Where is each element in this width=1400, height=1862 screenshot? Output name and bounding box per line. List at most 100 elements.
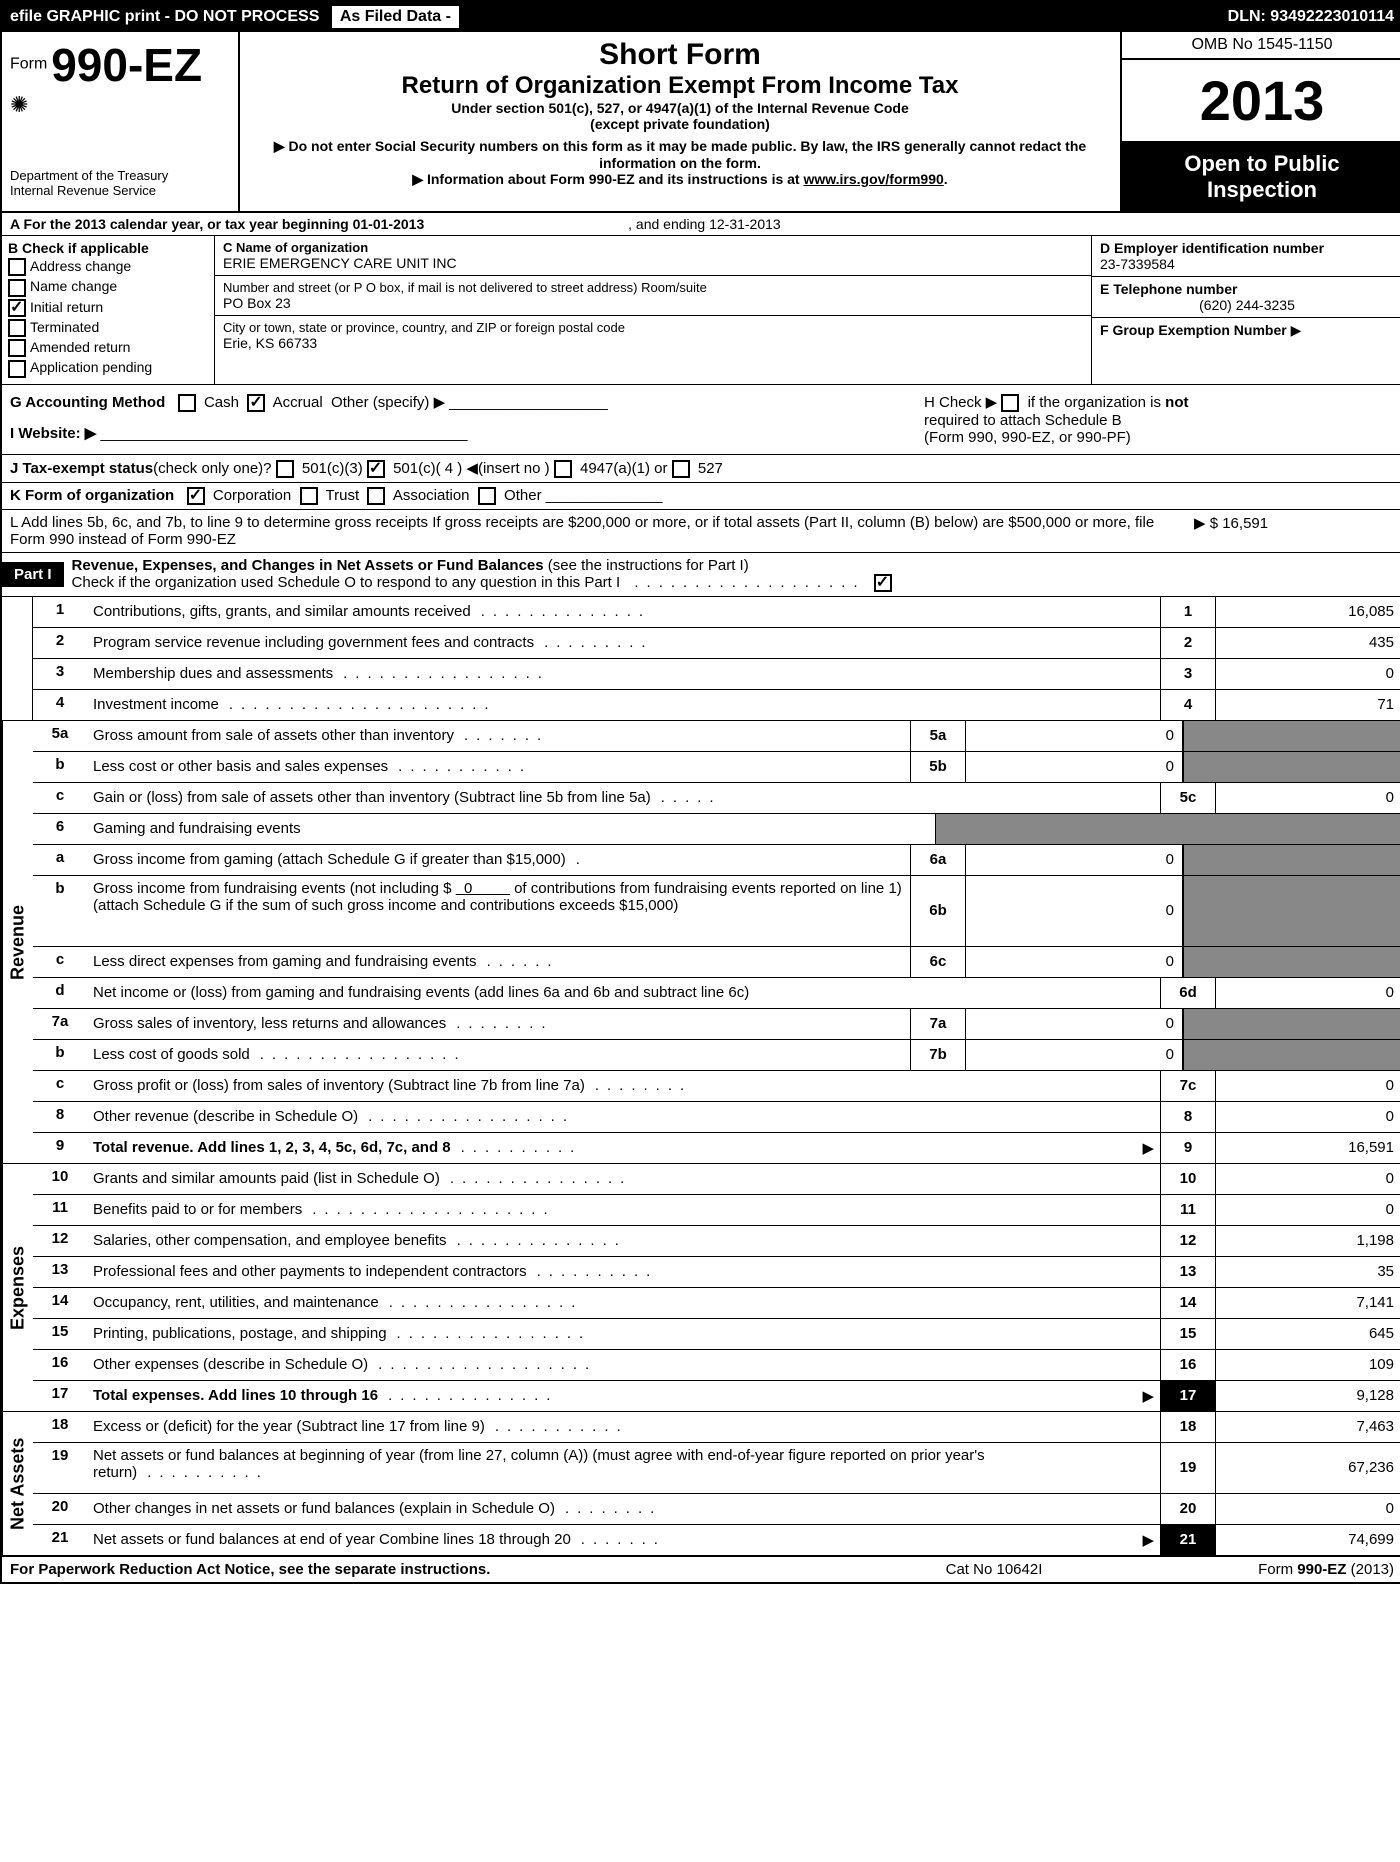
- group-arrow: ▶: [1291, 322, 1302, 338]
- topbar-left: efile GRAPHIC print - DO NOT PROCESS As …: [10, 6, 1228, 28]
- part1-header: Part I Revenue, Expenses, and Changes in…: [2, 553, 1400, 597]
- netassets-side-label: Net Assets: [2, 1412, 33, 1555]
- val-14: 7,141: [1216, 1288, 1400, 1318]
- form-container: efile GRAPHIC print - DO NOT PROCESS As …: [0, 0, 1400, 1584]
- except-text: (except private foundation): [248, 116, 1112, 132]
- org-street: PO Box 23: [223, 295, 1083, 311]
- street-label: Number and street (or P O box, if mail i…: [223, 280, 1083, 295]
- revenue-section: 1Contributions, gifts, grants, and simil…: [2, 597, 1400, 721]
- checkbox-501c3[interactable]: [276, 460, 294, 478]
- expenses-section: Expenses 10Grants and similar amounts pa…: [2, 1164, 1400, 1412]
- footer: For Paperwork Reduction Act Notice, see …: [2, 1557, 1400, 1582]
- header-row: Form 990-EZ ✺ Department of the Treasury…: [2, 32, 1400, 213]
- form-number: 990-EZ: [51, 38, 202, 92]
- org-city: Erie, KS 66733: [223, 335, 1083, 351]
- revenue-section-2: Revenue 5aGross amount from sale of asse…: [2, 721, 1400, 1164]
- footer-right: Form 990-EZ (2013): [1144, 1561, 1394, 1578]
- short-form-title: Short Form: [248, 38, 1112, 72]
- part1-check: Check if the organization used Schedule …: [72, 574, 621, 591]
- val-10: 0: [1216, 1164, 1400, 1194]
- checkbox-terminated[interactable]: [8, 319, 26, 337]
- dln-text: DLN: 93492223010114: [1228, 8, 1394, 26]
- checkbox-amended[interactable]: [8, 339, 26, 357]
- as-filed-box: As Filed Data -: [332, 6, 459, 28]
- checkbox-assoc[interactable]: [367, 487, 385, 505]
- val-11: 0: [1216, 1195, 1400, 1225]
- checkbox-501c[interactable]: [367, 460, 385, 478]
- val-21: 74,699: [1216, 1525, 1400, 1555]
- h-text2: required to attach Schedule B: [924, 412, 1122, 429]
- h-text3: (Form 990, 990-EZ, or 990-PF): [924, 429, 1131, 446]
- val-9: 16,591: [1216, 1133, 1400, 1163]
- footer-left: For Paperwork Reduction Act Notice, see …: [10, 1561, 844, 1578]
- val-7c: 0: [1216, 1071, 1400, 1101]
- val-15: 645: [1216, 1319, 1400, 1349]
- ein-value: 23-7339584: [1100, 256, 1394, 272]
- val-3: 0: [1216, 659, 1400, 689]
- g-label: G Accounting Method: [10, 394, 165, 411]
- col-def: D Employer identification number 23-7339…: [1091, 236, 1400, 384]
- checkbox-corp[interactable]: [187, 487, 205, 505]
- name-label: C Name of organization: [223, 240, 368, 255]
- part1-title: Revenue, Expenses, and Changes in Net As…: [72, 557, 544, 574]
- treasury-text: Department of the Treasury: [10, 168, 230, 183]
- return-title: Return of Organization Exempt From Incom…: [248, 72, 1112, 100]
- checkbox-other[interactable]: [478, 487, 496, 505]
- val-12: 1,198: [1216, 1226, 1400, 1256]
- row-a-label: A For the 2013 calendar year, or tax yea…: [10, 216, 424, 232]
- val-20: 0: [1216, 1494, 1400, 1524]
- g-col: G Accounting Method Cash Accrual Other (…: [2, 385, 916, 454]
- revenue-side-label: Revenue: [2, 721, 33, 1163]
- open-text2: Inspection: [1126, 177, 1398, 203]
- k-row: K Form of organization Corporation Trust…: [2, 483, 1400, 510]
- omb-number: OMB No 1545-1150: [1122, 32, 1400, 60]
- row-a: A For the 2013 calendar year, or tax yea…: [2, 213, 1400, 236]
- footer-center: Cat No 10642I: [844, 1561, 1144, 1578]
- tel-value: (620) 244-3235: [1100, 297, 1394, 313]
- j-label: J Tax-exempt status: [10, 460, 153, 477]
- val-6d: 0: [1216, 978, 1400, 1008]
- val-1: 16,085: [1216, 597, 1400, 627]
- val-17: 9,128: [1216, 1381, 1400, 1411]
- irs-url[interactable]: www.irs.gov/form990: [803, 171, 943, 187]
- l-row: L Add lines 5b, 6c, and 7b, to line 9 to…: [2, 510, 1400, 553]
- tax-year: 2013: [1122, 60, 1400, 143]
- group-label: F Group Exemption Number: [1100, 322, 1287, 338]
- checkbox-trust[interactable]: [300, 487, 318, 505]
- header-left: Form 990-EZ ✺ Department of the Treasury…: [2, 32, 240, 211]
- checkbox-address[interactable]: [8, 258, 26, 276]
- checkbox-527[interactable]: [672, 460, 690, 478]
- section-bc: B Check if applicable Address change Nam…: [2, 236, 1400, 385]
- val-2: 435: [1216, 628, 1400, 658]
- col-b-label: B Check if applicable: [8, 240, 149, 256]
- row-a-ending: , and ending 12-31-2013: [628, 216, 781, 232]
- efile-text: efile GRAPHIC print - DO NOT PROCESS: [10, 8, 319, 25]
- val-13: 35: [1216, 1257, 1400, 1287]
- val-16: 109: [1216, 1350, 1400, 1380]
- k-label: K Form of organization: [10, 487, 174, 504]
- checkbox-4947[interactable]: [554, 460, 572, 478]
- expenses-side-label: Expenses: [2, 1164, 33, 1411]
- val-5c: 0: [1216, 783, 1400, 813]
- info-about: ▶ Information about Form 990-EZ and its …: [248, 171, 1112, 188]
- city-label: City or town, state or province, country…: [223, 320, 1083, 335]
- checkbox-accrual[interactable]: [247, 394, 265, 412]
- col-b: B Check if applicable Address change Nam…: [2, 236, 215, 384]
- do-not-text: ▶ Do not enter Social Security numbers o…: [248, 138, 1112, 171]
- checkbox-name[interactable]: [8, 279, 26, 297]
- val-19: 67,236: [1216, 1443, 1400, 1493]
- side-spacer-top: [2, 597, 33, 720]
- dept-block: Department of the Treasury Internal Reve…: [10, 168, 230, 198]
- val-18: 7,463: [1216, 1412, 1400, 1442]
- val-8: 0: [1216, 1102, 1400, 1132]
- checkbox-h[interactable]: [1001, 394, 1019, 412]
- under-section: Under section 501(c), 527, or 4947(a)(1)…: [248, 100, 1112, 116]
- checkbox-schedule-o[interactable]: [874, 574, 892, 592]
- h-label: H Check ▶: [924, 394, 997, 411]
- checkbox-cash[interactable]: [178, 394, 196, 412]
- ein-label: D Employer identification number: [1100, 240, 1324, 256]
- gh-row: G Accounting Method Cash Accrual Other (…: [2, 385, 1400, 455]
- checkbox-pending[interactable]: [8, 360, 26, 378]
- checkbox-initial[interactable]: [8, 299, 26, 317]
- header-center: Short Form Return of Organization Exempt…: [240, 32, 1120, 211]
